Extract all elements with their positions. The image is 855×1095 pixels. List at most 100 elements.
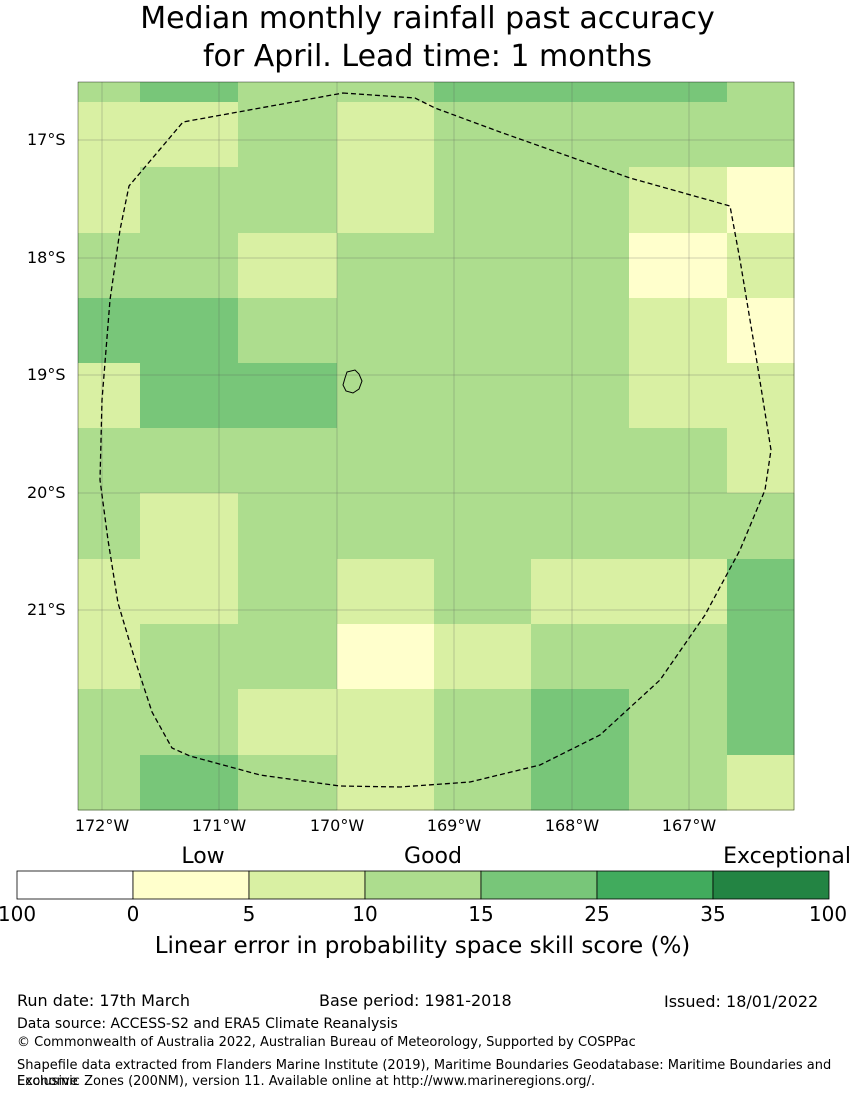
grid-cell (531, 233, 630, 299)
skill-grid (78, 82, 795, 811)
grid-cell (140, 755, 239, 811)
grid-cell (337, 363, 435, 429)
grid-cell (140, 167, 239, 234)
colorbar-tick-2: 5 (242, 902, 256, 926)
grid-cell (78, 102, 141, 168)
grid-cell (337, 559, 435, 625)
grid-cell (238, 102, 338, 168)
grid-cell (531, 689, 630, 756)
grid-cell (629, 233, 728, 299)
grid-cell (727, 82, 795, 103)
colorbar-tick-7: 100 (808, 902, 848, 926)
colorbar-segment (364, 870, 482, 900)
grid-cell (78, 493, 141, 560)
grid-cell (531, 559, 630, 625)
grid-cell (140, 559, 239, 625)
category-exceptional: Exceptional (723, 844, 851, 869)
grid-cell (434, 755, 532, 811)
colorbar-tick-1: 0 (126, 902, 140, 926)
grid-cell (727, 755, 795, 811)
grid-cell (629, 559, 728, 625)
grid-cell (238, 624, 338, 690)
map-title: Median monthly rainfall past accuracy fo… (0, 0, 855, 76)
grid-cell (727, 363, 795, 429)
grid-cell (434, 363, 532, 429)
grid-cell (337, 82, 435, 103)
grid-cell (434, 493, 532, 560)
niue-island-outline (342, 369, 363, 394)
grid-cell (140, 233, 239, 299)
shapefile-credit-2: Economic Zones (200NM), version 11. Avai… (17, 1074, 596, 1089)
lon-label-167w: 167°W (661, 816, 717, 835)
colorbar-segment (16, 870, 134, 900)
grid-cell (727, 167, 795, 234)
grid-cell (727, 689, 795, 756)
grid-cell (337, 428, 435, 494)
grid-cell (337, 493, 435, 560)
grid-cell (337, 298, 435, 364)
grid-cell (140, 428, 239, 494)
grid-cell (629, 428, 728, 494)
grid-cell (78, 428, 141, 494)
grid-cell (434, 689, 532, 756)
title-line-1: Median monthly rainfall past accuracy (140, 1, 715, 36)
category-low: Low (181, 844, 225, 869)
lat-label-21s: 21°S (27, 600, 66, 619)
grid-cell (434, 428, 532, 494)
grid-cell (78, 689, 141, 756)
grid-cell (140, 82, 239, 103)
grid-cell (629, 624, 728, 690)
grid-cell (238, 363, 338, 429)
grid-cell (78, 82, 141, 103)
data-source: Data source: ACCESS-S2 and ERA5 Climate … (17, 1016, 398, 1032)
grid-cell (337, 755, 435, 811)
grid-cell (78, 363, 141, 429)
grid-cell (337, 167, 435, 234)
lat-label-20s: 20°S (27, 483, 66, 502)
grid-cell (78, 167, 141, 234)
grid-cell (238, 559, 338, 625)
grid-cell (629, 755, 728, 811)
grid-cell (531, 298, 630, 364)
grid-cell (434, 559, 532, 625)
grid-cell (238, 298, 338, 364)
colorbar-tick-4: 15 (468, 902, 494, 926)
grid-cell (238, 493, 338, 560)
issued-date: Issued: 18/01/2022 (664, 992, 819, 1011)
lon-label-171w: 171°W (191, 816, 247, 835)
colorbar-label: Linear error in probability space skill … (154, 933, 691, 959)
grid-cell (140, 493, 239, 560)
grid-cell (238, 428, 338, 494)
grid-cell (727, 233, 795, 299)
grid-cell (531, 363, 630, 429)
grid-cell (238, 233, 338, 299)
grid-cell (727, 428, 795, 494)
grid-cell (727, 624, 795, 690)
grid-cell (727, 102, 795, 168)
colorbar-tick-3: 10 (352, 902, 378, 926)
grid-cell (337, 689, 435, 756)
grid-cell (531, 624, 630, 690)
grid-cell (337, 233, 435, 299)
grid-cell (434, 233, 532, 299)
grid-cell (434, 167, 532, 234)
grid-cell (629, 102, 728, 168)
lon-label-172w: 172°W (74, 816, 130, 835)
shapefile-credit-1: Shapefile data extracted from Flanders M… (17, 1058, 832, 1089)
grid-cell (78, 755, 141, 811)
grid-cell (140, 102, 239, 168)
colorbar-segment (248, 870, 366, 900)
grid-cell (531, 167, 630, 234)
grid-cell (531, 755, 630, 811)
grid-cell (78, 298, 141, 364)
lon-label-170w: 170°W (309, 816, 365, 835)
copyright: © Commonwealth of Australia 2022, Austra… (17, 1035, 636, 1050)
grid-cell (629, 363, 728, 429)
colorbar-tick-0: 100 (0, 902, 37, 926)
colorbar-tick-6: 35 (700, 902, 726, 926)
grid-cell (531, 102, 630, 168)
lon-label-168w: 168°W (544, 816, 600, 835)
colorbar (16, 870, 830, 900)
grid-cell (238, 755, 338, 811)
